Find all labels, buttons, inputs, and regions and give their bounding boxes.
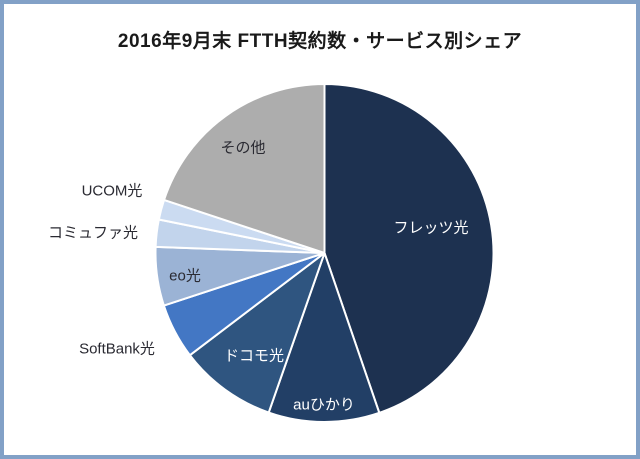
pie-slice-au-hikari (267, 252, 381, 423)
pie-slice-docomo-hikari (188, 252, 326, 414)
chart-title: 2016年9月末 FTTH契約数・サービス別シェア (117, 31, 523, 52)
pie-slice-flets-hikari (323, 83, 495, 414)
pie-slice-others (163, 83, 326, 254)
